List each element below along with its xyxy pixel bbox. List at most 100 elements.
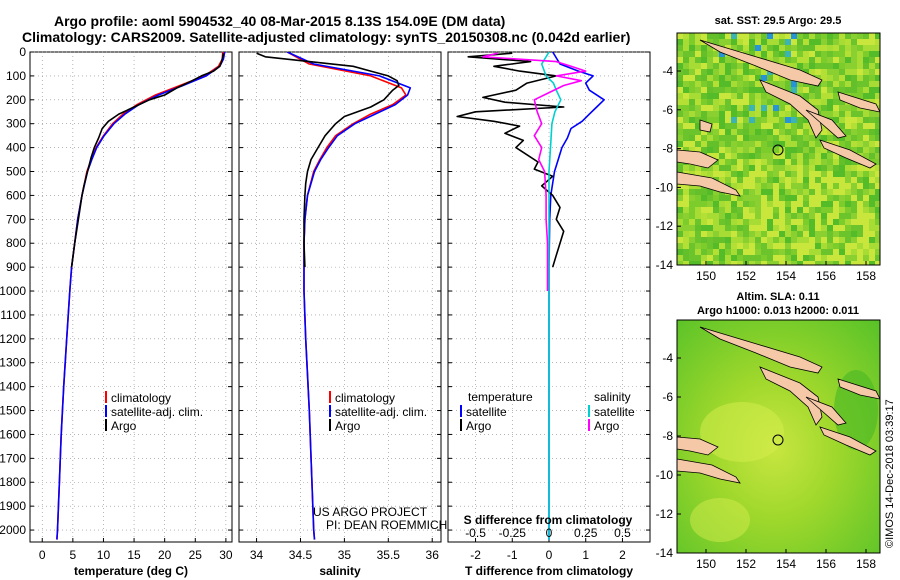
sst-pixel — [791, 147, 797, 153]
sst-pixel — [803, 69, 809, 75]
sla-high-anomaly-south — [690, 498, 750, 542]
sst-pixel — [737, 147, 743, 153]
sst-pixel — [845, 171, 851, 177]
sst-pixel — [851, 201, 857, 207]
sla-float-marker — [772, 434, 784, 446]
sst-pixel — [755, 261, 761, 265]
sst-pixel — [827, 63, 833, 69]
sst-pixel — [767, 189, 773, 195]
sst-pixel — [791, 81, 797, 87]
sst-pixel — [803, 243, 809, 249]
sst-pixel — [845, 135, 851, 141]
sst-pixel — [863, 201, 869, 207]
sst-pixel — [773, 183, 779, 189]
sst-pixel — [833, 207, 839, 213]
sst-pixel — [863, 219, 869, 225]
sst-pixel — [689, 111, 695, 117]
sst-pixel — [845, 33, 851, 39]
new-britain-land — [699, 39, 823, 87]
sst-pixel — [785, 231, 791, 237]
sst-pixel — [791, 237, 797, 243]
sst-pixel — [701, 111, 707, 117]
sst-pixel — [701, 57, 707, 63]
sst-pixel — [821, 261, 827, 265]
sst-pixel — [689, 213, 695, 219]
sst-pixel — [773, 225, 779, 231]
sst-pixel — [785, 213, 791, 219]
sst-pixel — [875, 183, 880, 189]
sst-pixel — [743, 237, 749, 243]
sst-pixel — [719, 147, 725, 153]
sst-pixel — [677, 213, 683, 219]
sst-pixel — [731, 213, 737, 219]
sst-pixel — [707, 135, 713, 141]
sst-pixel — [779, 183, 785, 189]
sst-pixel — [779, 207, 785, 213]
sst-pixel — [677, 207, 683, 213]
sst-pixel — [845, 207, 851, 213]
sst-pixel — [761, 93, 767, 99]
sst-pixel — [857, 165, 863, 171]
sst-pixel — [707, 105, 713, 111]
sst-pixel — [779, 39, 785, 45]
sst-pixel — [683, 39, 689, 45]
sst-pixel — [833, 201, 839, 207]
sst-pixel — [773, 195, 779, 201]
sst-pixel — [743, 129, 749, 135]
sst-pixel — [737, 213, 743, 219]
sst-pixel — [761, 39, 767, 45]
sst-pixel — [821, 171, 827, 177]
sst-pixel — [767, 141, 773, 147]
sst-pixel — [863, 135, 869, 141]
sst-pixel — [839, 117, 845, 123]
sst-pixel — [785, 147, 791, 153]
sst-pixel — [875, 135, 880, 141]
sst-pixel — [761, 177, 767, 183]
sst-pixel — [695, 123, 701, 129]
sst-pixel — [677, 237, 683, 243]
sst-pixel — [833, 177, 839, 183]
sst-pixel — [737, 117, 743, 123]
sst-pixel — [869, 195, 875, 201]
sst-pixel — [755, 249, 761, 255]
sst-pixel — [701, 33, 707, 39]
sst-pixel — [707, 33, 713, 39]
x-tick-label: -2 — [470, 548, 481, 562]
sst-pixel — [689, 237, 695, 243]
sst-pixel — [719, 141, 725, 147]
islet-land — [699, 119, 713, 133]
sst-pixel — [689, 165, 695, 171]
sst-pixel — [707, 219, 713, 225]
sst-pixel — [761, 69, 767, 75]
sst-pixel — [821, 243, 827, 249]
sst-pixel — [851, 87, 857, 93]
sst-pixel — [701, 147, 707, 153]
sst-pixel — [875, 51, 880, 57]
sst-pixel — [863, 207, 869, 213]
sst-pixel — [683, 147, 689, 153]
sst-pixel — [761, 51, 767, 57]
sst-pixel — [725, 87, 731, 93]
sst-pixel — [767, 75, 773, 81]
sst-pixel — [713, 147, 719, 153]
sst-pixel — [725, 171, 731, 177]
sst-pixel — [803, 177, 809, 183]
sst-pixel — [833, 237, 839, 243]
sst-pixel — [767, 225, 773, 231]
map-x-tick-label: 152 — [736, 557, 756, 571]
sst-pixel — [809, 243, 815, 249]
sst-pixel — [791, 243, 797, 249]
sst-pixel — [749, 51, 755, 57]
sst-pixel — [725, 123, 731, 129]
temperature-legend: climatology satellite-adj. clim. Argo — [105, 391, 203, 433]
sst-pixel — [725, 99, 731, 105]
sst-pixel — [725, 57, 731, 63]
sst-pixel — [725, 33, 731, 39]
sst-pixel — [749, 99, 755, 105]
sst-pixel — [767, 33, 773, 39]
sst-pixel — [857, 219, 863, 225]
sst-pixel — [761, 141, 767, 147]
sst-pixel — [719, 81, 725, 87]
sst-pixel — [689, 243, 695, 249]
sst-pixel — [851, 171, 857, 177]
